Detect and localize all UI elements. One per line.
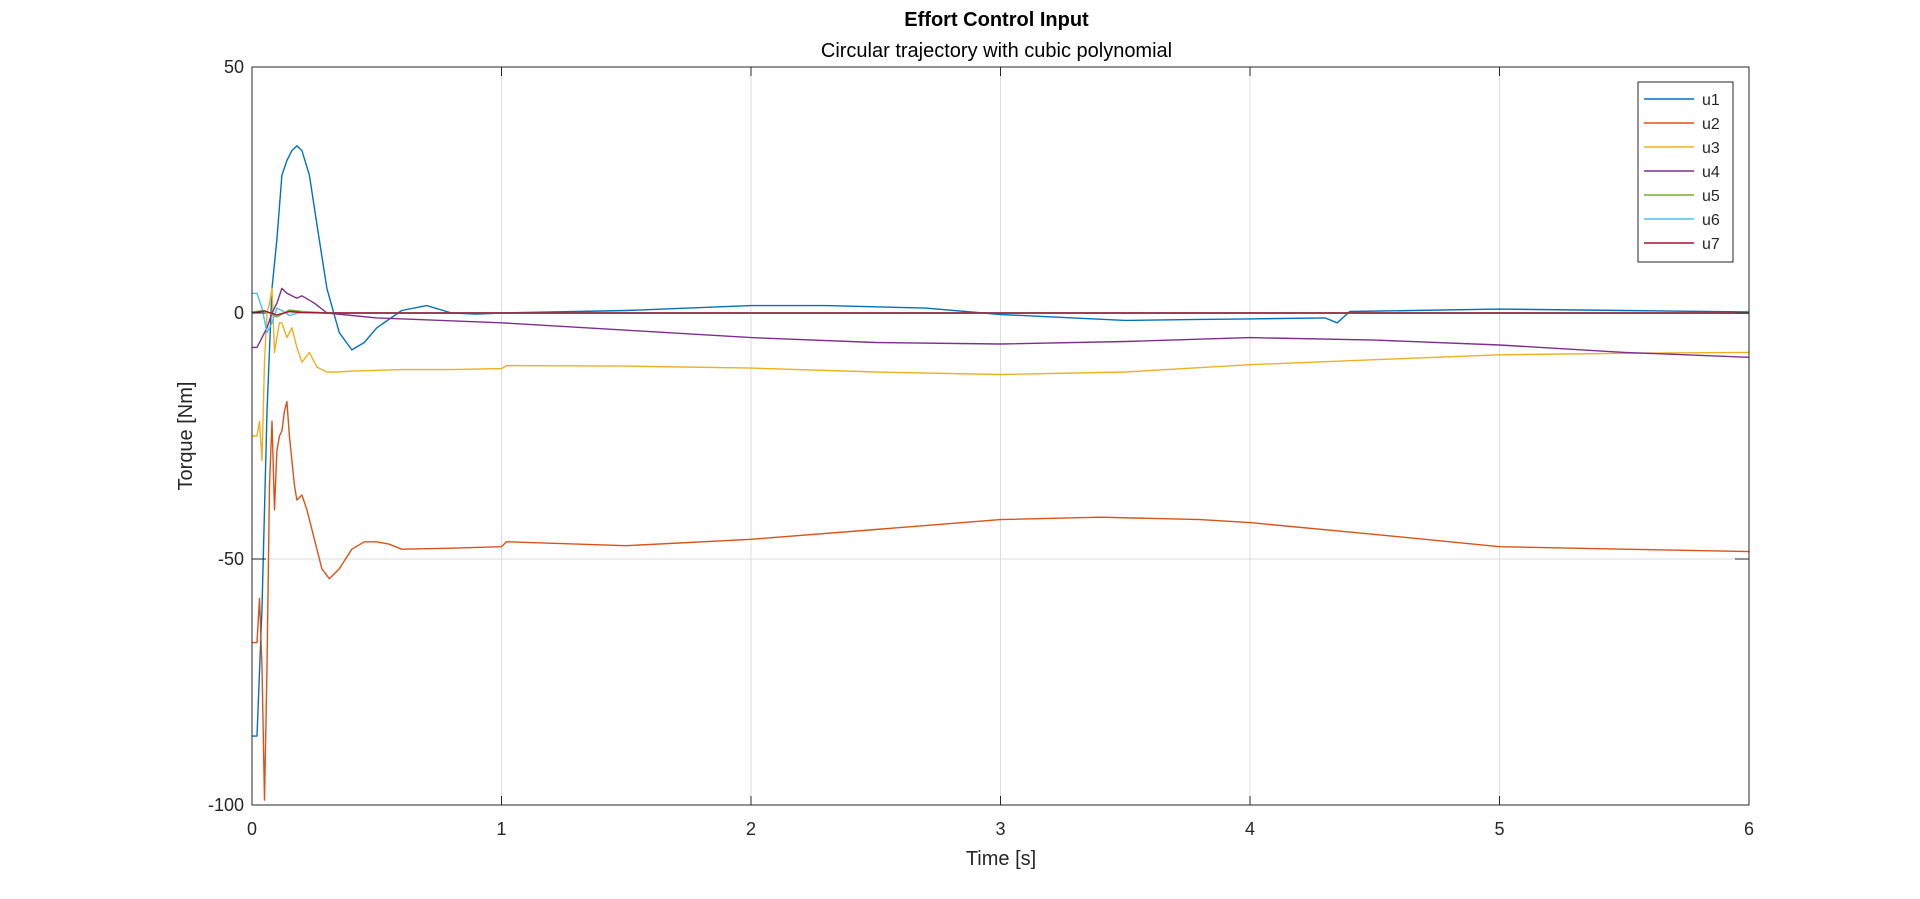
legend-label-u5: u5: [1702, 188, 1720, 205]
legend-label-u1: u1: [1702, 92, 1720, 109]
x-tick-label: 1: [496, 819, 506, 839]
y-axis-ticks: 50 0 -50 -100: [208, 57, 1749, 815]
chart-subtitle: Circular trajectory with cubic polynomia…: [820, 40, 1173, 62]
y-tick-label: 0: [234, 303, 244, 323]
x-axis-ticks: 0 1 2 3 4 5 6: [247, 67, 1754, 839]
y-tick-label: 50: [224, 57, 244, 77]
x-tick-label: 3: [995, 819, 1005, 839]
legend-label-u7: u7: [1702, 236, 1720, 253]
legend-label-u2: u2: [1702, 116, 1720, 133]
series-line-u2: [252, 400, 1749, 801]
legend-label-u4: u4: [1702, 164, 1720, 181]
x-tick-label: 4: [1245, 819, 1255, 839]
chart-title: Effort Control Input: [904, 9, 1089, 31]
x-axis-label: Time [s]: [966, 848, 1036, 870]
x-tick-label: 5: [1494, 819, 1504, 839]
y-axis-label: Torque [Nm]: [175, 382, 197, 491]
series-line-u1: [252, 144, 1749, 737]
series-group: [252, 144, 1749, 801]
x-tick-label: 0: [247, 819, 257, 839]
series-line-u7: [252, 310, 1749, 316]
legend-label-u6: u6: [1702, 212, 1720, 229]
legend-box: [1637, 81, 1734, 263]
legend: u1 u2 u3 u4 u5 u6 u7: [1637, 81, 1734, 263]
y-tick-label: -50: [218, 549, 244, 569]
legend-label-u3: u3: [1702, 140, 1720, 157]
x-tick-label: 2: [746, 819, 756, 839]
series-line-u3: [252, 287, 1749, 462]
y-tick-label: -100: [208, 795, 244, 815]
x-tick-label: 6: [1744, 819, 1754, 839]
